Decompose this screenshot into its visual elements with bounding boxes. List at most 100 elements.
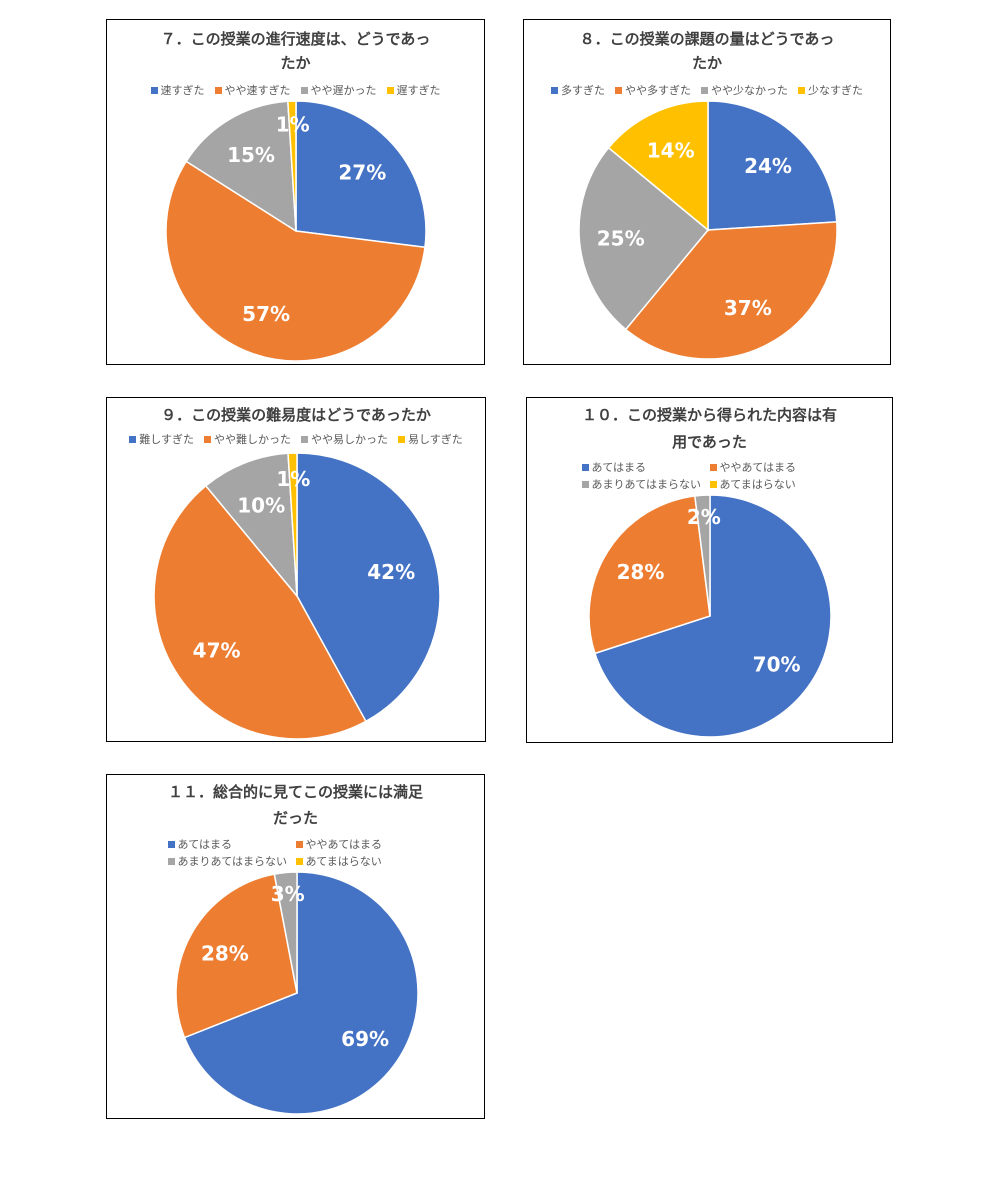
legend-label: あてはまる [177,838,233,851]
legend-item: あてはまる [167,836,296,852]
legend-item: 難しすぎた [129,431,194,447]
chart-legend: あてはまる ややあてはまる あまりあてはまらない あてまはらない [527,459,892,492]
legend-label: やや遅かった [310,84,377,97]
data-label: 1% [276,467,310,491]
pie-slice [185,100,297,233]
legend-swatch [709,480,717,488]
chart-title-line-1: ９．この授業の難易度はどうであったか [161,406,431,424]
legend-label: やや易しかった [311,433,388,446]
legend-item: 多すぎた [551,82,605,98]
legend-item: やや少なかった [701,82,788,98]
legend-swatch [167,840,175,848]
legend-item: やや多すぎた [615,82,691,98]
legend-label: あてはまる [591,461,647,474]
pie-slice [273,871,298,994]
legend-swatch [204,435,211,443]
legend-swatch [581,480,589,488]
chart-panel-q11: １１．総合的に見てこの授業には満足 だった あてはまる ややあてはまる あまりあ… [106,774,485,1119]
legend-label: ややあてはまる [719,461,797,474]
chart-panel-q10: １０．この授業から得られた内容は有 用であった あてはまる ややあてはまる あま… [526,397,893,743]
chart-title-line-2: 用であった [672,433,747,451]
data-label: 15% [227,143,275,167]
data-label: 25% [597,226,645,250]
data-label: 3% [271,882,305,906]
legend-swatch [129,435,137,443]
legend-item: やや難しかった [204,431,291,447]
data-label: 27% [338,161,386,185]
pie-slice [296,452,441,723]
pie-chart: 69% 28% 3% [175,871,419,1115]
legend-swatch [551,86,558,94]
legend-item: 少なすぎた [798,82,863,98]
pie-slice [295,100,427,249]
legend-label: 速すぎた [160,84,205,97]
legend-swatch [709,463,717,471]
legend-item: 遅すぎた [386,82,441,98]
legend-item: やや易しかった [301,431,388,447]
legend-item: あてまはらない [709,476,838,492]
chart-legend: 速すぎた やや速すぎた やや遅かった 遅すぎた [107,82,484,98]
legend-label: あてまはらない [719,478,796,491]
legend-label: あてまはらない [305,855,382,868]
legend-label: やや多すぎた [625,84,691,97]
legend-label: あまりあてはまらない [591,478,702,491]
legend-item: ややあてはまる [295,836,424,852]
pie-slice [693,494,711,617]
chart-panel-q7: ７．この授業の進行速度は、どうであっ たか 速すぎた やや速すぎた やや遅かった… [106,19,485,365]
legend-item: あてまはらない [295,853,424,869]
legend-item: 速すぎた [150,82,205,98]
data-label: 69% [341,1027,389,1051]
legend-item: あまりあてはまらない [581,476,710,492]
legend-swatch [798,86,805,94]
data-label: 10% [237,494,285,518]
pie-slice [183,871,419,1115]
legend-label: 遅すぎた [396,84,441,97]
legend-swatch [300,86,308,94]
legend-label: やや難しかった [214,433,291,446]
legend-swatch [615,86,622,94]
pie-slice [287,452,298,597]
legend-swatch [214,86,222,94]
pie-chart: 24% 37% 25% 14% [578,100,838,360]
data-label: 70% [753,652,801,676]
chart-title-line-1: ７．この授業の進行速度は、どうであっ [160,30,431,48]
data-label: 28% [617,560,665,584]
legend-swatch [701,86,708,94]
pie-slice [593,494,832,738]
chart-title-line-1: １０．この授業から得られた内容は有 [581,406,837,424]
legend-label: やや速すぎた [224,84,291,97]
chart-title-line-2: たか [691,54,722,72]
legend-item: あてはまる [581,459,710,475]
legend-swatch [150,86,158,94]
legend-label: 多すぎた [561,84,605,97]
pie-chart: 27% 57% 15%1% [165,100,427,362]
chart-legend: あてはまる ややあてはまる あまりあてはまらない あてまはらない [107,836,484,869]
chart-legend: 難しすぎた やや難しかった やや易しかった 易しすぎた [107,431,485,447]
legend-swatch [386,86,394,94]
chart-panel-q8: ８．この授業の課題の量はどうであっ たか 多すぎた やや多すぎた やや少なかった… [523,19,891,365]
data-label: 28% [201,941,249,965]
data-label: 57% [242,302,290,326]
chart-panel-q9: ９．この授業の難易度はどうであったか 難しすぎた やや難しかった やや易しかった… [106,397,486,742]
pie-slice [165,160,426,362]
pie-chart: 70% 28% 2% [588,494,832,738]
legend-item: やや遅かった [300,82,377,98]
data-label: 14% [647,139,695,163]
chart-legend: 多すぎた やや多すぎた やや少なかった 少なすぎた [524,82,890,98]
pie-slice [578,146,710,331]
legend-item: ややあてはまる [709,459,838,475]
legend-swatch [301,435,308,443]
legend-swatch [295,840,303,848]
legend-swatch [167,857,175,865]
pie-slice [607,100,709,232]
pie-slice [624,221,838,360]
chart-title-line-1: ８．この授業の課題の量はどうであっ [579,30,835,48]
legend-label: やや少なかった [711,84,788,97]
data-label: 2% [687,505,721,529]
chart-title-line-2: たか [280,54,311,72]
pie-chart: 42% 47% 10% 1% [153,452,441,740]
legend-label: 易しすぎた [408,433,463,446]
chart-title-line-2: だった [272,809,318,827]
chart-title-line-1: １１．総合的に見てこの授業には満足 [167,783,423,801]
legend-label: 少なすぎた [808,84,863,97]
